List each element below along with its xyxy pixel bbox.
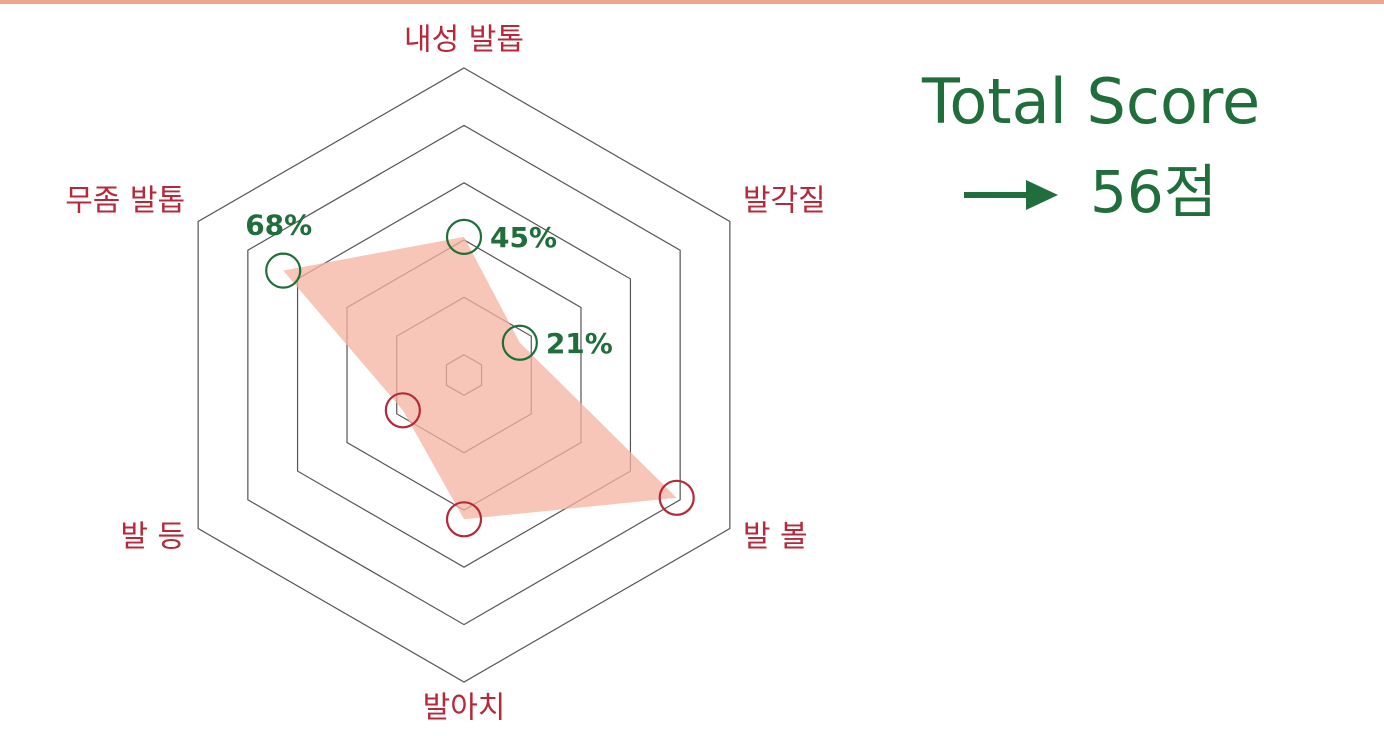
radar-point [501, 324, 538, 361]
value-label: 45% [490, 221, 557, 254]
axis-label: 발 등 [120, 520, 185, 555]
radar-point [384, 392, 421, 429]
axis-label: 내성 발톱 [404, 23, 524, 58]
total-label: Total Score [921, 65, 1260, 138]
total-score: 56점 [1090, 158, 1217, 226]
axis-label: 무좀 발톱 [65, 184, 185, 219]
radar-point [445, 218, 483, 255]
top-border [0, 0, 1384, 4]
axis-label: 발각질 [743, 184, 826, 219]
radar-marks: 45% 21% 68% [245, 209, 695, 538]
value-label: 21% [546, 327, 613, 360]
axis-label: 발 볼 [743, 520, 808, 555]
radar-point [265, 252, 302, 289]
radar-point [658, 479, 695, 516]
grid-ring [197, 67, 731, 683]
grid-ring [247, 124, 681, 626]
axis-label: 발아치 [423, 691, 506, 726]
radar-area [283, 236, 677, 520]
radar-point [445, 501, 483, 538]
value-label: 68% [245, 209, 312, 242]
arrow-head [1026, 180, 1058, 210]
